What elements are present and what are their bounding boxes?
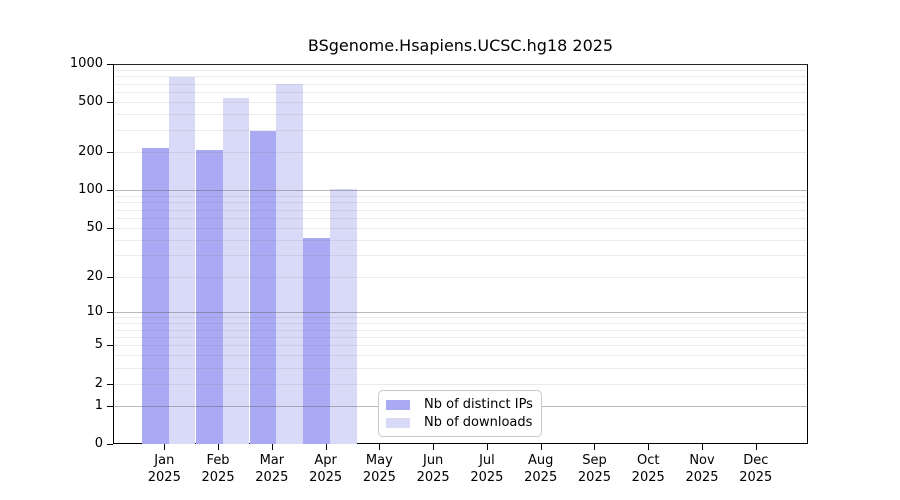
gridline-minor [113,355,808,357]
bar-nb-of-downloads-mar [276,83,304,444]
gridline-major [113,64,808,65]
gridline-minor [113,195,808,197]
bar-nb-of-downloads-apr [330,189,357,444]
bar-nb-of-distinct-ips-apr [303,238,331,444]
x-tick-mark [755,444,757,450]
bar-nb-of-distinct-ips-jan [142,148,169,444]
y-tick-mark [107,64,113,65]
x-tick-mark [218,444,220,450]
x-tick-mark [433,444,435,450]
bar-nb-of-downloads-jan [168,76,196,444]
gridline-major [113,312,808,314]
gridline-minor [113,69,808,71]
x-tick-label: Sep 2025 [577,453,611,485]
x-tick-label: May 2025 [362,453,396,485]
y-tick-label: 5 [94,337,103,353]
y-tick-mark [107,345,113,347]
x-tick-label: Jul 2025 [470,453,504,485]
y-tick-label: 100 [78,182,103,198]
y-tick-label: 2 [94,375,103,391]
x-tick-label: Feb 2025 [201,453,235,485]
downloads-swatch [386,417,410,428]
gridline-minor [113,317,808,319]
y-tick-label: 0 [94,436,103,451]
y-tick-mark [107,152,113,154]
gridline-minor [113,202,808,204]
x-tick-label: Dec 2025 [739,453,773,485]
gridline-minor [113,102,808,104]
gridline-minor [113,383,808,385]
x-tick-label: Nov 2025 [685,453,719,485]
y-tick-label: 20 [86,268,103,284]
y-tick-mark [107,227,113,229]
y-tick-mark [107,405,113,407]
y-tick-label: 200 [78,144,103,160]
x-tick-label: Aug 2025 [524,453,558,485]
distinct-ips-swatch [386,399,410,410]
gridline-minor [113,83,808,85]
gridline-minor [113,239,808,241]
gridline-minor [113,114,808,116]
y-tick-label: 1000 [69,56,103,71]
y-tick-mark [107,383,113,385]
x-tick-label: Jan 2025 [147,453,181,485]
y-tick-mark [107,276,113,278]
gridline-minor [113,217,808,219]
legend-label-distinct-ips: Nb of distinct IPs [424,397,533,412]
gridline-minor [113,345,808,347]
x-tick-mark [379,444,381,450]
gridline-minor [113,336,808,338]
x-tick-mark [271,444,273,450]
bar-nb-of-downloads-feb [222,98,250,444]
gridline-minor [113,276,808,278]
legend-item-distinct-ips: Nb of distinct IPs [386,397,533,412]
legend-item-downloads: Nb of downloads [386,415,533,430]
chart-title: BSgenome.Hsapiens.UCSC.hg18 2025 [307,36,614,55]
x-tick-mark [540,444,542,450]
x-tick-mark [594,444,596,450]
x-tick-label: Apr 2025 [309,453,343,485]
gridline-minor [113,255,808,257]
gridline-minor [113,209,808,211]
x-tick-mark [325,444,327,450]
bar-nb-of-distinct-ips-feb [195,149,223,444]
y-tick-label: 50 [86,219,103,235]
gridline-minor [113,76,808,78]
x-tick-label: Jun 2025 [416,453,450,485]
legend-label-downloads: Nb of downloads [424,415,533,430]
gridline-minor [113,367,808,369]
gridline-minor [113,92,808,94]
gridline-minor [113,130,808,132]
y-tick-label: 500 [78,94,103,110]
x-tick-mark [702,444,703,450]
gridline-major [113,190,808,192]
y-tick-mark [107,312,113,314]
x-tick-mark [648,444,650,450]
x-tick-mark [486,444,488,450]
gridline-minor [113,152,808,154]
y-tick-label: 1 [94,397,103,413]
gridline-minor [113,227,808,229]
x-tick-mark [164,444,166,450]
gridline-minor [113,323,808,325]
x-tick-label: Oct 2025 [631,453,665,485]
bar-nb-of-distinct-ips-mar [249,131,277,444]
gridline-minor [113,329,808,331]
y-tick-label: 10 [86,304,103,320]
y-tick-mark [107,444,113,445]
x-tick-label: Mar 2025 [255,453,289,485]
legend: Nb of distinct IPs Nb of downloads [378,390,542,437]
y-tick-mark [107,190,113,192]
y-tick-mark [107,102,113,104]
